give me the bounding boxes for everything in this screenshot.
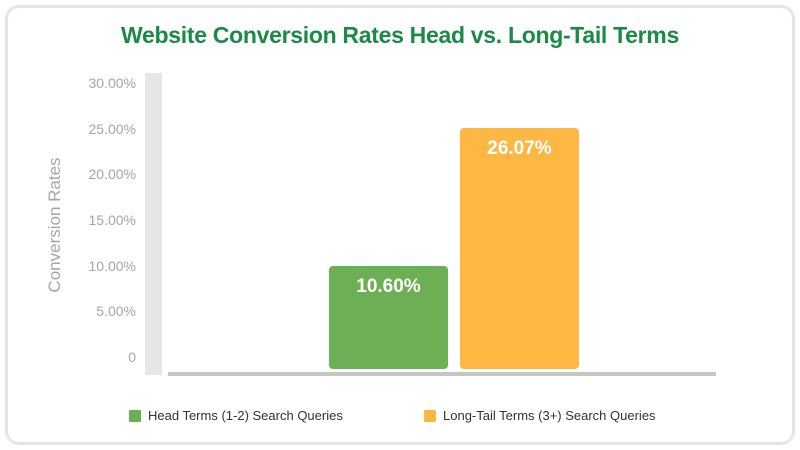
y-tick: 0 [128, 349, 136, 365]
y-axis-bar [145, 73, 162, 375]
legend-label: Long-Tail Terms (3+) Search Queries [443, 408, 656, 423]
bar-long-tail-terms: 26.07% [460, 128, 579, 369]
legend-swatch-green [129, 409, 141, 422]
chart-title: Website Conversion Rates Head vs. Long-T… [121, 22, 679, 48]
chart-frame [5, 5, 795, 445]
y-tick: 30.00% [88, 75, 136, 91]
y-tick: 5.00% [96, 303, 136, 319]
legend-item-long-tail-terms: Long-Tail Terms (3+) Search Queries [424, 408, 656, 423]
legend-swatch-orange [424, 409, 436, 422]
legend-item-head-terms: Head Terms (1-2) Search Queries [129, 408, 343, 423]
y-tick: 25.00% [88, 121, 136, 137]
y-tick: 15.00% [88, 212, 136, 228]
y-tick: 10.00% [88, 258, 136, 274]
x-axis-baseline [168, 372, 716, 376]
y-tick: 20.00% [88, 166, 136, 182]
bar-head-terms: 10.60% [329, 266, 448, 369]
legend-label: Head Terms (1-2) Search Queries [148, 408, 343, 423]
